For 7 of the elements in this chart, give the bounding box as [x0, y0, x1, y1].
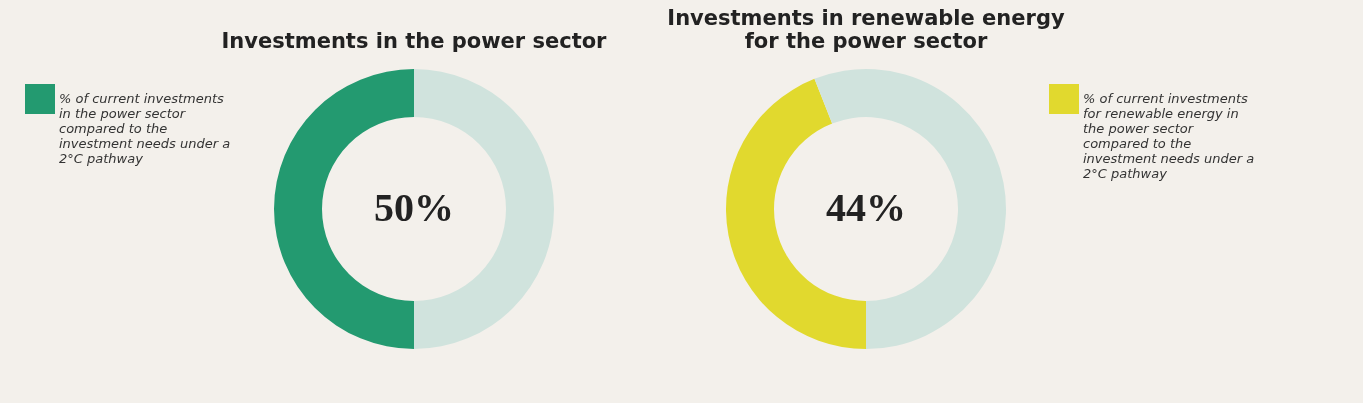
legend-label: % of current investments for renewable energy in the power sector compared to the investment needs under a 2°C pathway	[1083, 91, 1255, 181]
chart-title: Investments in the power sector	[221, 29, 608, 53]
text: 50%	[374, 185, 454, 230]
text: 44%	[826, 185, 906, 230]
chart-title: Investments in renewable energy for the power sector	[667, 6, 1065, 53]
donut-slice	[814, 69, 1006, 349]
legend-label: % of current investments in the power sector compared to the investment needs under a 2°C pathway	[59, 91, 231, 166]
